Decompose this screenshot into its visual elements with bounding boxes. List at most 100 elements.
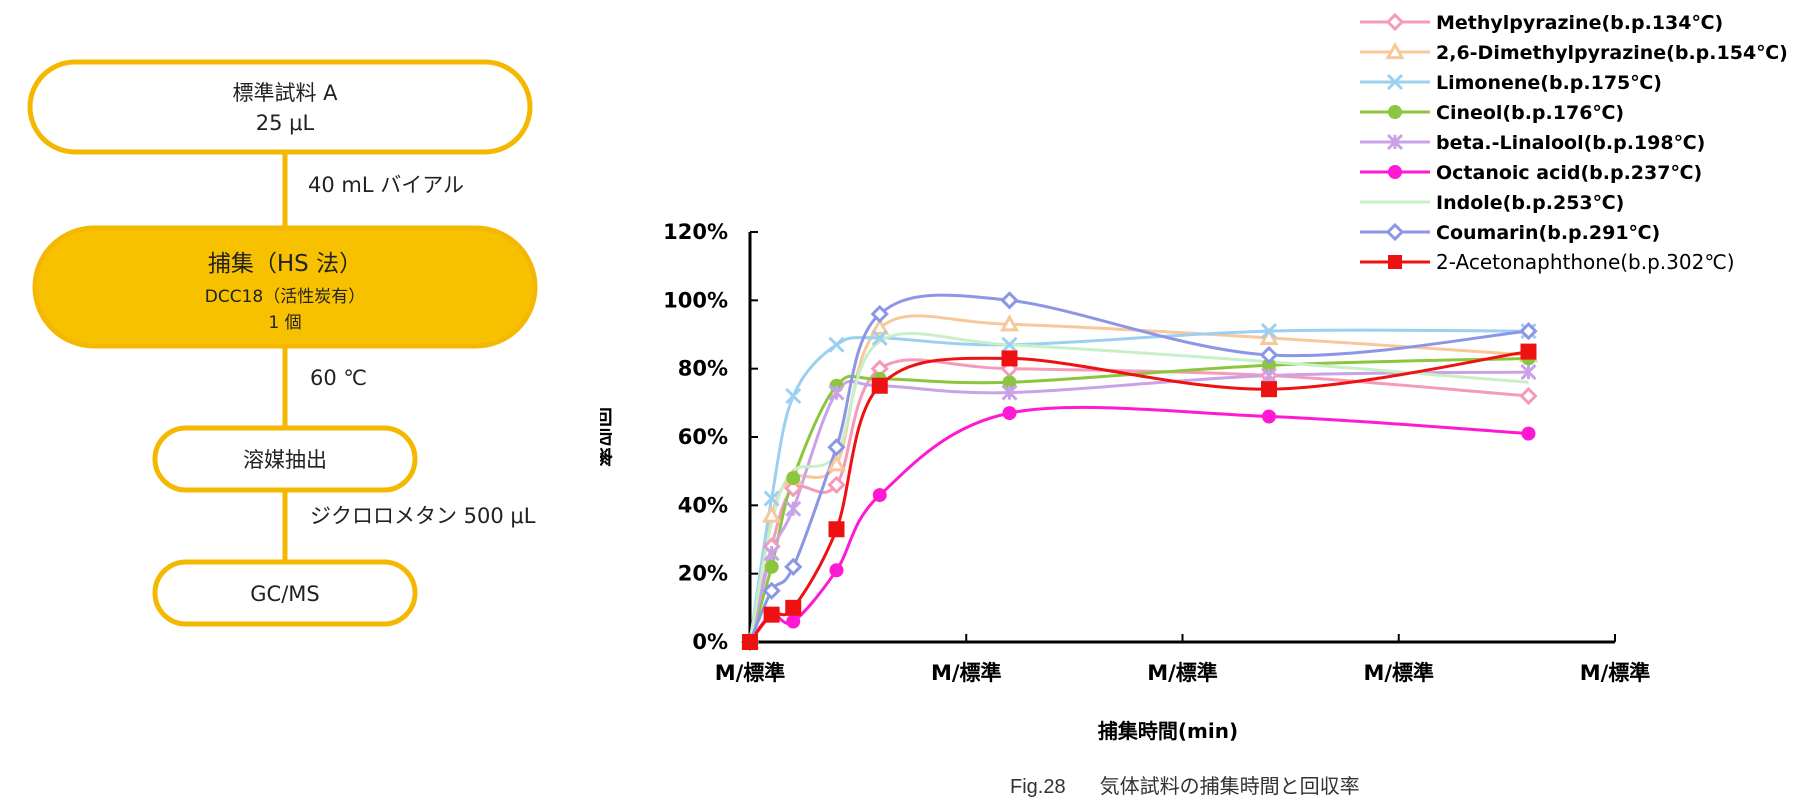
marker-dot <box>872 488 887 503</box>
marker-dot <box>1521 426 1536 441</box>
series-line <box>748 314 1529 643</box>
marker-dot <box>1262 409 1276 424</box>
marker-diamond <box>1000 291 1019 310</box>
legend-label: Limonene(b.p.175℃) <box>1436 72 1662 94</box>
marker-dot <box>829 563 844 578</box>
marker-x <box>871 329 888 346</box>
y-tick-label: 0% <box>692 630 728 654</box>
marker-asterisk <box>1520 364 1537 381</box>
y-axis-label: 回収率 <box>600 407 614 467</box>
step-extract-box <box>152 425 418 493</box>
legend-label: 2-Acetonaphthone(b.p.302℃) <box>1436 250 1735 274</box>
step-extract-title: 溶媒抽出 <box>243 448 327 472</box>
x-tick-label: M/標準 <box>1363 661 1434 685</box>
y-tick-label: 40% <box>678 493 728 517</box>
series-line <box>748 331 1529 643</box>
series-line <box>748 358 1529 643</box>
step-capture-count: 1 個 <box>268 313 301 333</box>
series-line <box>748 405 1529 643</box>
marker-asterisk <box>1386 133 1404 151</box>
marker-x <box>1260 323 1278 340</box>
marker-triangle <box>999 314 1020 332</box>
marker-square <box>1001 350 1018 367</box>
marker-square <box>785 599 802 616</box>
y-tick-label: 60% <box>678 425 728 449</box>
step-sample-amount: 25 μL <box>256 111 315 135</box>
x-axis-label: 捕集時間(min) <box>1098 719 1238 743</box>
marker-square <box>828 521 845 538</box>
flowchart: 標準試料 A 25 μL 40 mL バイアル 捕集（HS 法） DCC18（活… <box>27 59 538 627</box>
connector-label-temp: 60 ℃ <box>310 366 367 390</box>
marker-asterisk <box>785 500 802 517</box>
marker-diamond <box>784 557 803 576</box>
marker-diamond <box>1385 12 1405 32</box>
marker-diamond <box>870 304 889 324</box>
connector-label-solvent: ジクロロメタン 500 μL <box>310 504 536 528</box>
marker-square <box>1520 343 1537 360</box>
chart-series-lines <box>748 293 1529 643</box>
legend-label: beta.-Linalool(b.p.198℃) <box>1436 132 1705 154</box>
legend-label: Cineol(b.p.176℃) <box>1436 102 1624 124</box>
chart-legend: Methylpyrazine(b.p.134℃) 2,6-Dimethylpyra… <box>1360 12 1788 274</box>
marker-square <box>763 606 780 623</box>
marker-asterisk <box>828 384 845 401</box>
marker-triangle <box>762 505 782 523</box>
series-line <box>748 370 1529 643</box>
marker-square <box>1261 381 1277 398</box>
y-tick-label: 120% <box>663 220 728 244</box>
marker-dot <box>1388 165 1402 179</box>
marker-dot <box>786 614 801 629</box>
chart-axes: 0% 20% 40% 60% 80% 100% 120% M/標準 M/標準 M/標準 M/標準 M/… <box>600 220 1650 743</box>
marker-x <box>1386 73 1404 91</box>
step-gcms-title: GC/MS <box>250 582 319 606</box>
figure-title: 気体試料の捕集時間と回収率 <box>1099 776 1360 798</box>
legend-label: Coumarin(b.p.291℃) <box>1436 222 1660 244</box>
figure-caption: Fig.28 気体試料の捕集時間と回収率 <box>1010 770 1530 799</box>
y-tick-label: 100% <box>663 288 728 312</box>
marker-asterisk <box>1260 367 1278 384</box>
marker-diamond <box>762 581 781 600</box>
marker-dot <box>786 471 801 485</box>
marker-x <box>828 336 845 353</box>
connector-label-vial: 40 mL バイアル <box>308 173 464 197</box>
step-capture-title: 捕集（HS 法） <box>208 251 362 277</box>
marker-square <box>742 634 758 650</box>
y-tick-label: 20% <box>678 562 728 586</box>
x-tick-label: M/標準 <box>1580 661 1651 685</box>
legend-label: Indole(b.p.253℃) <box>1436 192 1624 214</box>
marker-diamond <box>827 475 846 494</box>
marker-x <box>785 387 802 405</box>
marker-x <box>763 490 780 507</box>
marker-diamond <box>1259 345 1279 365</box>
marker-asterisk <box>1001 384 1018 401</box>
figure-number: Fig.28 <box>1010 776 1066 798</box>
marker-diamond <box>1519 386 1538 406</box>
series-line <box>748 350 1529 643</box>
series-line <box>748 356 1529 643</box>
step-capture-box <box>32 225 538 349</box>
marker-triangle <box>1259 327 1279 346</box>
marker-diamond <box>1519 321 1538 341</box>
legend-label: Methylpyrazine(b.p.134℃) <box>1436 12 1723 34</box>
x-tick-label: M/標準 <box>1147 661 1218 685</box>
x-tick-label: M/標準 <box>715 661 786 685</box>
recovery-chart: 0% 20% 40% 60% 80% 100% 120% M/標準 M/標準 M/標準 M/標準 M/… <box>600 12 1788 743</box>
marker-triangle <box>826 454 847 472</box>
marker-diamond <box>1385 222 1405 242</box>
marker-diamond <box>827 438 846 457</box>
marker-square <box>1388 255 1402 269</box>
marker-triangle <box>870 317 890 335</box>
marker-square <box>871 377 888 394</box>
marker-dot <box>1388 105 1402 119</box>
step-capture-sub: DCC18（活性炭有） <box>205 287 365 307</box>
marker-dot <box>1002 406 1017 421</box>
marker-triangle <box>1385 41 1405 60</box>
x-tick-label: M/標準 <box>931 661 1002 685</box>
step-sample-box <box>27 59 533 155</box>
marker-asterisk <box>763 545 780 562</box>
marker-dot <box>764 559 779 574</box>
step-gcms-box <box>152 559 418 627</box>
chart-series-markers <box>740 291 1539 652</box>
marker-dot <box>1262 358 1276 373</box>
legend-label: 2,6-Dimethylpyrazine(b.p.154℃) <box>1436 42 1788 64</box>
